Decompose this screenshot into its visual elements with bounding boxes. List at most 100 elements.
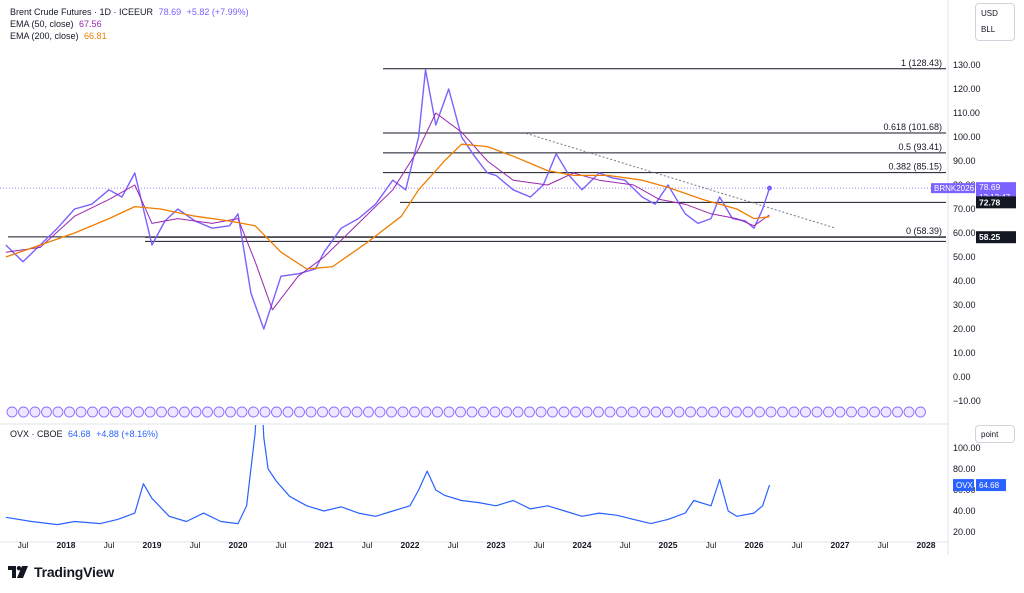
event-marker — [41, 406, 52, 418]
event-marker — [788, 406, 800, 418]
ema50-value: 67.56 — [79, 19, 102, 29]
unit-label[interactable]: BLL — [981, 25, 996, 34]
lower-unit-menu[interactable]: point — [975, 425, 1015, 443]
event-marker — [846, 406, 857, 418]
price-axis-tick: 40.00 — [953, 276, 976, 286]
event-marker — [616, 406, 627, 418]
time-axis-tick: 2028 — [917, 540, 936, 550]
event-marker — [604, 406, 616, 418]
ovx-axis-tick: 80.00 — [953, 464, 976, 474]
event-marker — [87, 406, 98, 418]
event-marker — [420, 406, 432, 418]
time-axis-tick: 2018 — [57, 540, 76, 550]
ovx-axis-tick: 40.00 — [953, 506, 976, 516]
event-marker — [800, 406, 811, 418]
event-marker — [294, 406, 305, 418]
event-marker — [305, 406, 317, 418]
time-axis-tick: 2027 — [831, 540, 850, 550]
time-axis-tick: 2024 — [573, 540, 592, 550]
price-axis-tick: 10.00 — [953, 348, 976, 358]
symbol-price-label: BRNK2026 — [934, 184, 975, 193]
fib-level-label: 0.618 (101.68) — [883, 122, 942, 132]
ovx-label: OVX · CBOE — [10, 429, 63, 439]
event-marker — [915, 406, 926, 418]
event-marker — [742, 406, 754, 418]
time-axis-tick: Jul — [878, 540, 889, 550]
event-marker — [673, 406, 685, 418]
event-marker — [409, 406, 420, 418]
ema200-value: 66.81 — [84, 31, 107, 41]
ema50-label: EMA (50, close) — [10, 19, 74, 29]
event-marker — [18, 406, 29, 418]
lower-unit-label[interactable]: point — [981, 430, 999, 439]
event-marker — [489, 406, 501, 418]
time-axis-tick: Jul — [362, 540, 373, 550]
event-marker — [535, 406, 547, 418]
ovx-last-label-bg — [976, 479, 1006, 492]
time-axis-tick: 2026 — [745, 540, 764, 550]
currency-unit-menu[interactable]: USD BLL — [975, 3, 1015, 41]
price-axis-tick: 100.00 — [953, 132, 981, 142]
time-axis-tick: Jul — [534, 540, 545, 550]
ovx-legend: OVX · CBOE 64.68 +4.88 (+8.16%) — [10, 428, 158, 440]
event-marker — [29, 406, 41, 418]
price-axis-tick: 110.00 — [953, 108, 980, 118]
fib-level-label: 0.5 (93.41) — [898, 142, 942, 152]
event-marker — [719, 406, 731, 418]
event-marker — [328, 406, 340, 418]
event-marker — [662, 406, 673, 418]
event-marker — [271, 406, 282, 418]
event-marker — [75, 406, 87, 418]
ovx-axis-tick: 20.00 — [953, 527, 976, 537]
event-marker — [570, 406, 581, 418]
time-axis-tick: Jul — [190, 540, 201, 550]
event-marker — [478, 406, 489, 418]
last-price: 78.69 — [158, 7, 182, 17]
last-price-dot — [766, 185, 772, 191]
event-marker — [6, 406, 18, 418]
event-marker — [98, 406, 110, 418]
tradingview-logo[interactable]: TradingView — [8, 564, 114, 580]
event-marker — [731, 406, 742, 418]
event-marker — [432, 406, 443, 418]
price-axis-tick: 130.00 — [953, 60, 981, 70]
time-axis-tick: 2023 — [487, 540, 506, 550]
time-axis-tick: Jul — [276, 540, 287, 550]
ovx-symbol-label: OVX — [956, 481, 974, 490]
event-marker — [397, 406, 409, 418]
event-marker — [121, 406, 133, 418]
level-58-label: 58.25 — [979, 232, 1001, 242]
event-marker — [282, 406, 294, 418]
fib-level-label: 0 (58.39) — [906, 226, 942, 236]
ovx-last-label: 64.68 — [979, 481, 1000, 490]
event-marker — [351, 406, 363, 418]
time-axis-tick: Jul — [706, 540, 717, 550]
time-axis-tick: 2019 — [143, 540, 162, 550]
event-marker — [202, 406, 213, 418]
currency-label[interactable]: USD — [981, 9, 998, 18]
time-axis-tick: 2020 — [229, 540, 248, 550]
symbol-name: Brent Crude Futures · 1D · ICEEUR — [10, 7, 154, 17]
event-marker — [811, 406, 823, 418]
price-axis-tick: 60.00 — [953, 228, 976, 238]
time-axis-tick: Jul — [448, 540, 459, 550]
brand-name: TradingView — [34, 564, 115, 580]
time-axis-tick: 2022 — [401, 540, 420, 550]
event-marker — [225, 406, 236, 418]
event-marker — [443, 406, 455, 418]
event-marker — [558, 406, 570, 418]
level-72-label-bg — [976, 196, 1016, 209]
symbol-legend: Brent Crude Futures · 1D · ICEEUR 78.69 … — [10, 6, 249, 18]
ovx-series-line — [5, 425, 771, 526]
event-marker — [466, 406, 478, 418]
event-marker — [179, 406, 190, 418]
price-axis-tick: 30.00 — [953, 300, 976, 310]
event-marker — [167, 406, 179, 418]
time-axis-tick: 2021 — [315, 540, 334, 550]
event-marker — [754, 406, 765, 418]
event-marker — [834, 406, 846, 418]
event-marker — [650, 406, 662, 418]
time-axis-tick: Jul — [18, 540, 29, 550]
price-change: +5.82 (+7.99%) — [186, 7, 249, 17]
